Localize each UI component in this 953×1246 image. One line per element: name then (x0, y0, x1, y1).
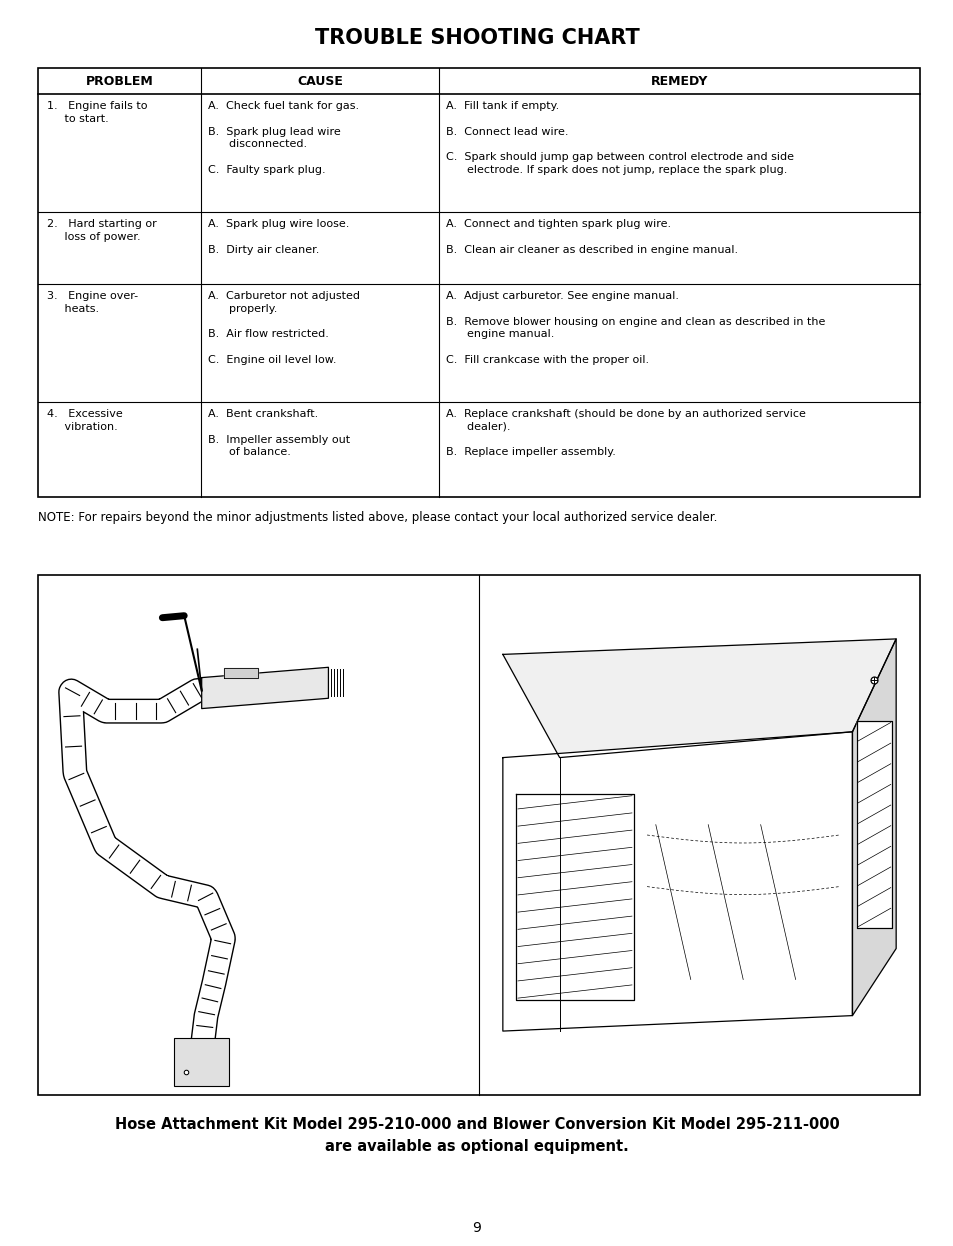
Text: 4.   Excessive
     vibration.: 4. Excessive vibration. (47, 409, 123, 432)
Polygon shape (856, 721, 891, 928)
Text: A.  Replace crankshaft (should be done by an authorized service
      dealer).

: A. Replace crankshaft (should be done by… (446, 409, 805, 457)
Text: A.  Adjust carburetor. See engine manual.

B.  Remove blower housing on engine a: A. Adjust carburetor. See engine manual.… (446, 292, 824, 365)
Bar (38, 69, 919, 497)
Text: 2.   Hard starting or
     loss of power.: 2. Hard starting or loss of power. (47, 219, 156, 242)
Text: A.  Carburetor not adjusted
      properly.

B.  Air flow restricted.

C.  Engin: A. Carburetor not adjusted properly. B. … (208, 292, 360, 365)
Polygon shape (201, 668, 328, 709)
Polygon shape (516, 794, 634, 1001)
Text: 3.   Engine over-
     heats.: 3. Engine over- heats. (47, 292, 138, 314)
Text: 9: 9 (472, 1221, 481, 1235)
Text: are available as optional equipment.: are available as optional equipment. (325, 1139, 628, 1154)
Text: Hose Attachment Kit Model 295-210-000 and Blower Conversion Kit Model 295-211-00: Hose Attachment Kit Model 295-210-000 an… (114, 1116, 839, 1133)
Polygon shape (223, 668, 258, 678)
Text: REMEDY: REMEDY (650, 75, 707, 87)
Text: CAUSE: CAUSE (297, 75, 343, 87)
Text: TROUBLE SHOOTING CHART: TROUBLE SHOOTING CHART (314, 27, 639, 49)
Text: A.  Bent crankshaft.

B.  Impeller assembly out
      of balance.: A. Bent crankshaft. B. Impeller assembly… (208, 409, 350, 457)
Text: A.  Fill tank if empty.

B.  Connect lead wire.

C.  Spark should jump gap betwe: A. Fill tank if empty. B. Connect lead w… (446, 101, 794, 174)
Text: 1.   Engine fails to
     to start.: 1. Engine fails to to start. (47, 101, 148, 123)
Text: A.  Check fuel tank for gas.

B.  Spark plug lead wire
      disconnected.

C.  : A. Check fuel tank for gas. B. Spark plu… (208, 101, 359, 174)
Bar (38, 574, 919, 1095)
Polygon shape (502, 731, 852, 1032)
Text: A.  Connect and tighten spark plug wire.

B.  Clean air cleaner as described in : A. Connect and tighten spark plug wire. … (446, 219, 738, 254)
Polygon shape (502, 639, 895, 758)
Polygon shape (852, 639, 895, 1015)
Text: A.  Spark plug wire loose.

B.  Dirty air cleaner.: A. Spark plug wire loose. B. Dirty air c… (208, 219, 349, 254)
Text: PROBLEM: PROBLEM (86, 75, 153, 87)
Text: NOTE: For repairs beyond the minor adjustments listed above, please contact your: NOTE: For repairs beyond the minor adjus… (38, 511, 717, 525)
Bar (174, 1038, 229, 1087)
